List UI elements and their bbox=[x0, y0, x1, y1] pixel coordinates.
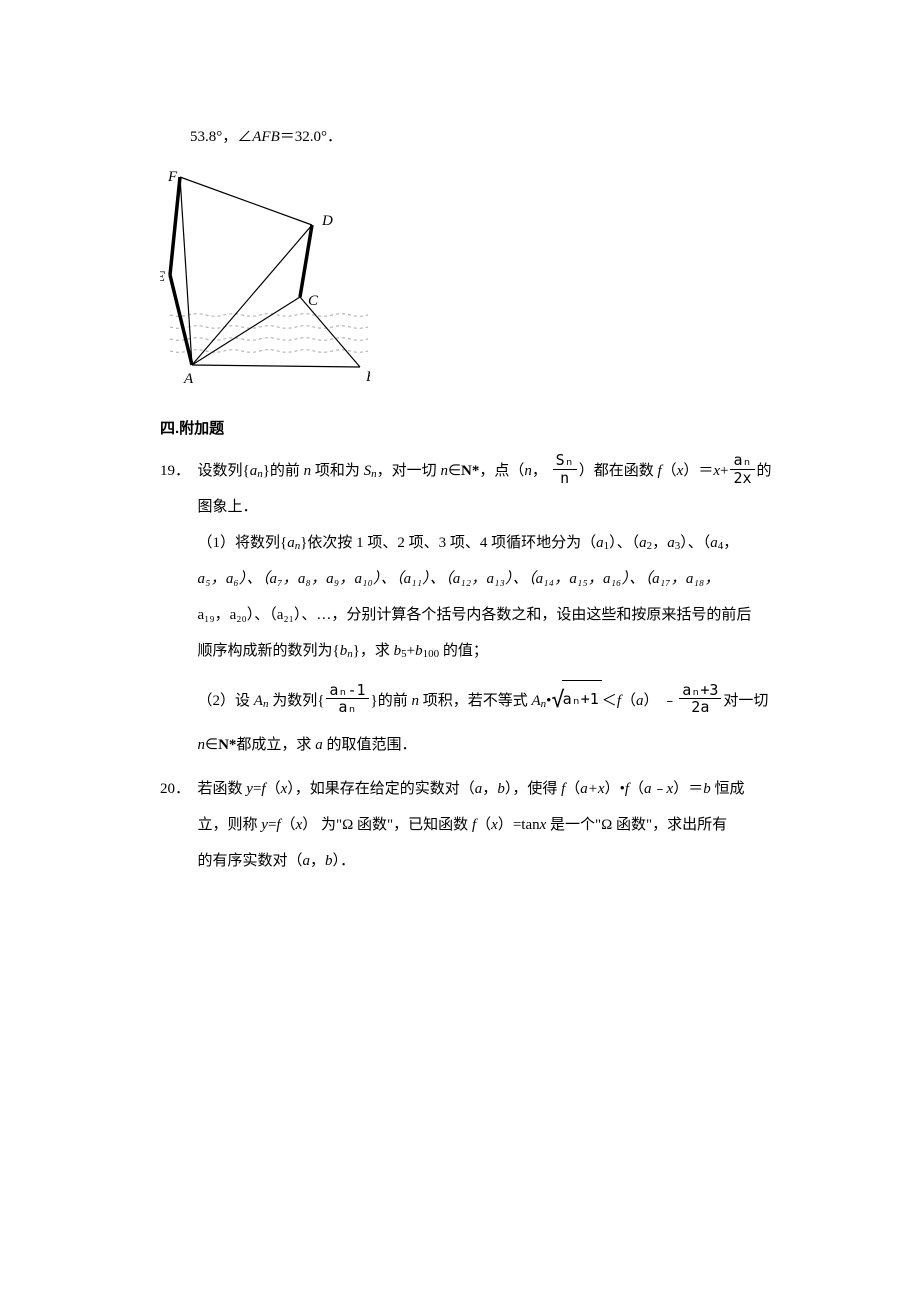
fragment-line: 53.8°，∠AFB＝32.0°． bbox=[160, 120, 810, 155]
figure-svg: F E A C D B bbox=[160, 165, 370, 389]
p19-line1: 19．设数列{an}的前 n 项和为 Sn，对一切 n∈N*，点（n， Sₙn）… bbox=[198, 453, 811, 489]
problem-20: 20．若函数 y=f（x），如果存在给定的实数对（a，b），使得 f（a+x）•… bbox=[160, 771, 810, 879]
p19-part1-line4: 顺序构成新的数列为{bn}，求 b5+b100 的值； bbox=[198, 633, 811, 669]
fraction-an-3-2a: aₙ+32a bbox=[679, 682, 721, 716]
svg-text:B: B bbox=[366, 369, 370, 385]
problem-19: 19．设数列{an}的前 n 项和为 Sn，对一切 n∈N*，点（n， Sₙn）… bbox=[160, 453, 810, 764]
frag-after: ＝32.0°． bbox=[280, 129, 342, 145]
problem-number: 19． bbox=[160, 453, 198, 489]
angle-name: AFB bbox=[252, 129, 280, 145]
sqrt-an-plus-1: √aₙ+1 bbox=[551, 675, 601, 728]
problem-19-body: 19．设数列{an}的前 n 项和为 Sn，对一切 n∈N*，点（n， Sₙn）… bbox=[160, 453, 810, 764]
fraction-an-2x: aₙ2x bbox=[730, 452, 754, 486]
section-heading: 四.附加题 bbox=[160, 412, 810, 447]
svg-text:A: A bbox=[183, 371, 194, 387]
p20-line2: 立，则称 y=f（x） 为"Ω 函数"，已知函数 f（x）=tanx 是一个"Ω… bbox=[198, 807, 811, 843]
p20-line1: 20．若函数 y=f（x），如果存在给定的实数对（a，b），使得 f（a+x）•… bbox=[198, 771, 811, 807]
svg-text:F: F bbox=[167, 169, 178, 185]
frag-before: 53.8°，∠ bbox=[190, 129, 252, 145]
fraction-Sn-n: Sₙn bbox=[553, 452, 577, 486]
problem-number: 20． bbox=[160, 771, 198, 807]
p19-part1-line1: （1）将数列{an}依次按 1 项、2 项、3 项、4 项循环地分为（a1）、（… bbox=[198, 525, 811, 561]
fraction-an-1-an: aₙ-1aₙ bbox=[326, 682, 368, 716]
p19-part2-line1: （2）设 An 为数列{aₙ-1aₙ}的前 n 项积，若不等式 An•√aₙ+1… bbox=[198, 675, 811, 728]
svg-text:E: E bbox=[160, 269, 165, 285]
p19-line2: 图象上． bbox=[198, 489, 811, 525]
p19-part2-line2: n∈N*都成立，求 a 的取值范围． bbox=[198, 727, 811, 763]
svg-text:D: D bbox=[321, 213, 333, 229]
geometry-figure: F E A C D B bbox=[160, 165, 810, 403]
p19-part1-line3: a₁₉，a₂₀）、（a₂₁）、…，分别计算各个括号内各数之和，设由这些和按原来括… bbox=[198, 597, 811, 633]
page: 53.8°，∠AFB＝32.0°． F E A C D B 四.附加题 19．设数列{an… bbox=[0, 0, 920, 947]
p19-part1-line2: a₅，a₆）、（a₇，a₈，a₉，a₁₀）、（a₁₁）、（a₁₂，a₁₃）、（a… bbox=[198, 561, 811, 597]
p20-line3: 的有序实数对（a，b）． bbox=[198, 843, 811, 879]
problem-20-body: 20．若函数 y=f（x），如果存在给定的实数对（a，b），使得 f（a+x）•… bbox=[160, 771, 810, 879]
svg-text:C: C bbox=[308, 293, 319, 309]
